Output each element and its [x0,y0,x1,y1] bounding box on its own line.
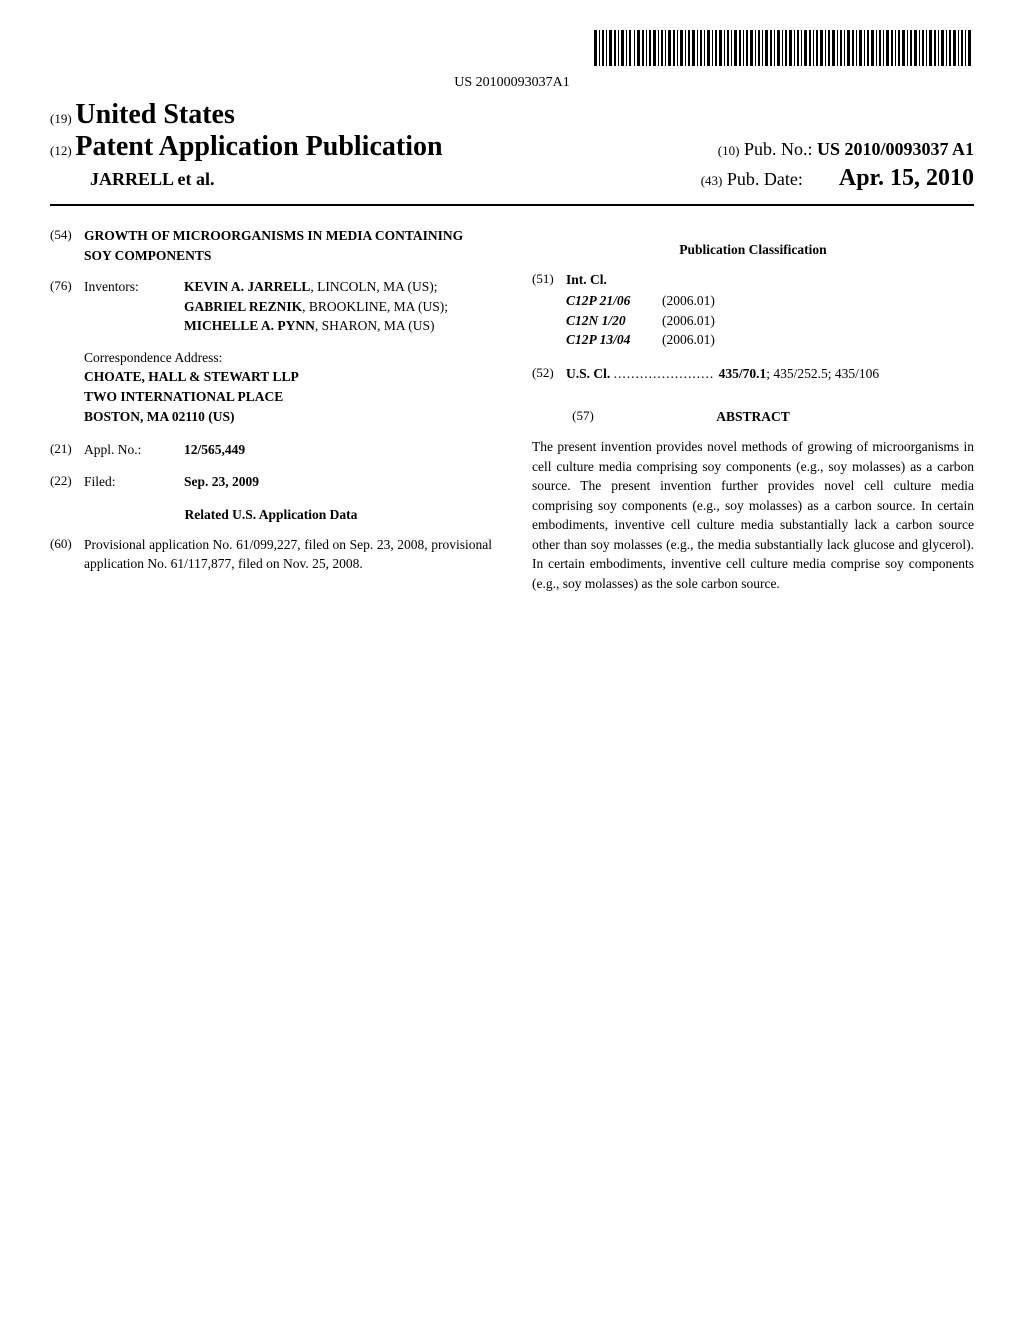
abstract-header: (57) ABSTRACT [532,407,974,427]
int-cl-year-0: (2006.01) [662,291,974,311]
pub-no-num: (10) [718,143,740,158]
inventors-value: KEVIN A. JARRELL, LINCOLN, MA (US); GABR… [184,277,492,336]
pub-date: (43) Pub. Date: Apr. 15, 2010 [701,165,974,192]
appl-num: (21) [50,440,84,460]
pub-no-value: US 2010/0093037 A1 [817,139,974,159]
country-name: United States [75,99,234,130]
barcode-number: US 20100093037A1 [50,75,974,91]
int-cl-line-0: C12P 21/06 (2006.01) [532,291,974,311]
inventors-row: (76) Inventors: KEVIN A. JARRELL, LINCOL… [50,277,492,336]
pub-date-value: Apr. 15, 2010 [839,165,974,191]
content-columns: (54) GROWTH OF MICROORGANISMS IN MEDIA C… [50,226,974,593]
filed-label: Filed: [84,472,184,492]
appl-row: (21) Appl. No.: 12/565,449 [50,440,492,460]
filed-num: (22) [50,472,84,492]
correspondence-label: Correspondence Address: [84,348,492,368]
provisional-row: (60) Provisional application No. 61/099,… [50,535,492,574]
correspondence: Correspondence Address: CHOATE, HALL & S… [50,348,492,426]
pub-no-label: Pub. No.: [744,139,813,159]
inventor-name-1: GABRIEL REZNIK [184,299,302,314]
inventors-num: (76) [50,277,84,336]
us-cl-full: U.S. Cl. ....................... 435/70.… [566,364,879,384]
int-cl-row: (51) Int. Cl. [532,270,974,290]
inventor-loc-1: , BROOKLINE, MA (US); [302,299,448,314]
header-section: (19) United States (12) Patent Applicati… [50,99,974,192]
us-cl-num: (52) [532,364,566,384]
title-value: GROWTH OF MICROORGANISMS IN MEDIA CONTAI… [84,226,492,265]
correspondence-line-1: TWO INTERNATIONAL PLACE [84,387,492,407]
int-cl-label: Int. Cl. [566,270,607,290]
country-line: (19) United States [50,99,974,131]
title-row: (54) GROWTH OF MICROORGANISMS IN MEDIA C… [50,226,492,265]
barcode-section: US 20100093037A1 [50,30,974,91]
barcode-image [594,30,974,71]
inventor-loc-0: , LINCOLN, MA (US); [310,279,437,294]
pub-no: (10) Pub. No.: US 2010/0093037 A1 [718,139,974,160]
filed-value: Sep. 23, 2009 [184,472,492,492]
us-cl-label: U.S. Cl. [566,366,610,381]
authors: JARRELL et al. [50,169,215,190]
related-heading: Related U.S. Application Data [50,505,492,525]
us-cl-main: 435/70.1 [719,366,767,381]
int-cl-code-0: C12P 21/06 [532,291,662,311]
inventor-name-2: MICHELLE A. PYNN [184,318,315,333]
classification-heading: Publication Classification [532,240,974,260]
int-cl-year-2: (2006.01) [662,330,974,350]
inventors-label: Inventors: [84,277,184,336]
int-cl-year-1: (2006.01) [662,311,974,331]
inventor-name-0: KEVIN A. JARRELL [184,279,310,294]
appl-label: Appl. No.: [84,440,184,460]
pub-type: (12) Patent Application Publication [50,131,443,163]
int-cl-section: (51) Int. Cl. C12P 21/06 (2006.01) C12N … [532,270,974,350]
int-cl-line-1: C12N 1/20 (2006.01) [532,311,974,331]
abstract-text: The present invention provides novel met… [532,437,974,594]
correspondence-line-0: CHOATE, HALL & STEWART LLP [84,367,492,387]
int-cl-code-1: C12N 1/20 [532,311,662,331]
int-cl-num: (51) [532,270,566,290]
int-cl-line-2: C12P 13/04 (2006.01) [532,330,974,350]
title-num: (54) [50,226,84,265]
abstract-heading: ABSTRACT [716,407,790,427]
us-cl-rest: ; 435/252.5; 435/106 [766,366,879,381]
filed-row: (22) Filed: Sep. 23, 2009 [50,472,492,492]
correspondence-line-2: BOSTON, MA 02110 (US) [84,407,492,427]
prov-num: (60) [50,535,84,574]
us-cl-dots: ....................... [614,366,719,381]
prov-text: Provisional application No. 61/099,227, … [84,535,492,574]
appl-value: 12/565,449 [184,440,492,460]
author-date-line: JARRELL et al. (43) Pub. Date: Apr. 15, … [50,165,974,192]
pub-type-line: (12) Patent Application Publication (10)… [50,131,974,163]
abstract-section: (57) ABSTRACT The present invention prov… [532,407,974,593]
divider [50,204,974,206]
pub-type-num: (12) [50,143,72,158]
left-column: (54) GROWTH OF MICROORGANISMS IN MEDIA C… [50,226,492,593]
int-cl-code-2: C12P 13/04 [532,330,662,350]
pub-date-num: (43) [701,173,723,188]
pub-type-name: Patent Application Publication [75,131,442,162]
abstract-num: (57) [572,407,594,426]
pub-date-label: Pub. Date: [727,169,803,189]
us-cl-row: (52) U.S. Cl. ....................... 43… [532,364,974,384]
country-num: (19) [50,111,72,126]
right-column: Publication Classification (51) Int. Cl.… [532,226,974,593]
inventor-loc-2: , SHARON, MA (US) [315,318,435,333]
